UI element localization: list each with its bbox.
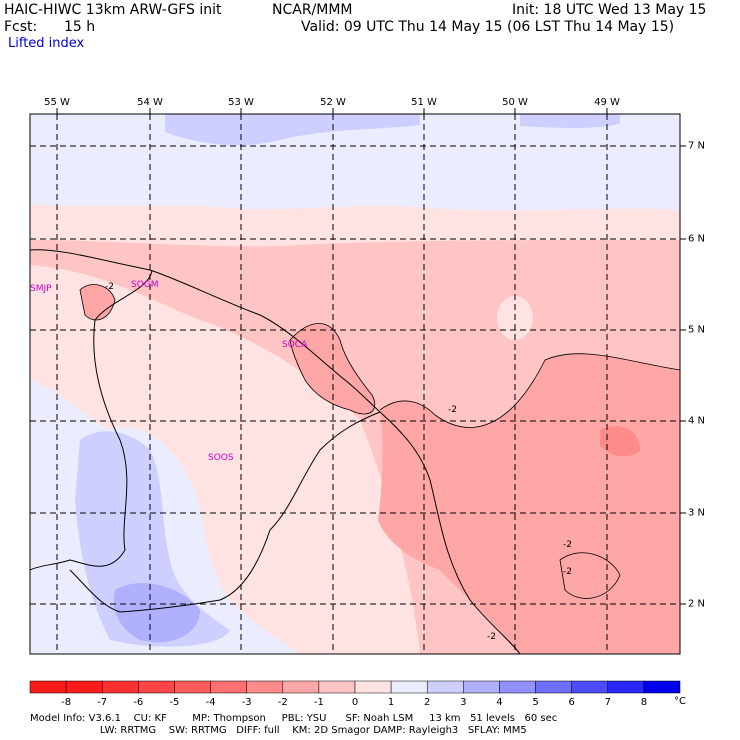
- lat-label: 5 N: [688, 324, 706, 336]
- border-west: [30, 269, 153, 571]
- lat-label: 3 N: [688, 507, 706, 519]
- colorbar-tick: 5: [532, 697, 539, 708]
- colorbar-tick: 6: [568, 697, 575, 708]
- forecast-hour: 15 h: [64, 19, 96, 35]
- colorbar-swatch: [29, 680, 67, 694]
- model-info-line1: Model Info: V3.6.1 CU: KF MP: Thompson P…: [30, 713, 558, 724]
- contour-label: -2: [563, 540, 572, 550]
- colorbar-tick: -1: [313, 697, 324, 708]
- colorbar-tick: 2: [424, 697, 431, 708]
- border-south: [69, 411, 381, 613]
- colorbar-swatch: [65, 680, 103, 694]
- contour-label: -2: [487, 632, 496, 642]
- lon-label: 50 W: [502, 97, 528, 108]
- lon-label: 51 W: [411, 97, 437, 108]
- lat-label: 6 N: [688, 233, 706, 245]
- colorbar-swatch: [607, 680, 645, 694]
- lat-label: 4 N: [688, 415, 706, 427]
- colorbar-tick: -8: [61, 697, 72, 708]
- colorbar-tick: -5: [169, 697, 180, 708]
- colorbar-swatch: [643, 680, 681, 694]
- contour-smjp: [79, 284, 116, 321]
- lon-label: 54 W: [137, 97, 163, 108]
- field-band-north-strong-east: [520, 114, 620, 128]
- colorbar-swatch: [463, 680, 500, 694]
- colorbar-tick: 7: [604, 697, 611, 708]
- station-label: SMJP: [30, 284, 52, 294]
- coastline: [30, 249, 381, 413]
- contour-label: -2: [105, 282, 114, 292]
- lat-label: 2 N: [688, 598, 706, 610]
- field-band-north-strong: [165, 114, 420, 146]
- coastline-east: [379, 411, 521, 654]
- station-label: SOGM: [131, 280, 159, 290]
- lat-ticks: [680, 145, 686, 605]
- graticule: [30, 114, 680, 654]
- colorbar-tick: 4: [496, 697, 503, 708]
- colorbar-tick: -7: [97, 697, 108, 708]
- colorbar-tick: -2: [277, 697, 288, 708]
- colorbar-swatch: [354, 680, 392, 694]
- colorbar-swatch: [499, 680, 536, 694]
- colorbar-swatch: [535, 680, 572, 694]
- field-region-blue-strong: [113, 582, 200, 643]
- org-label: NCAR/MMM: [272, 2, 353, 18]
- colorbar-tick: -3: [241, 697, 252, 708]
- lat-label: 7 N: [688, 140, 706, 152]
- colorbar-swatch: [246, 680, 284, 694]
- contour-small: [559, 552, 621, 599]
- init-time: Init: 18 UTC Wed 13 May 15: [512, 2, 707, 18]
- model-title: HAIC-HIWC 13km ARW-GFS init: [4, 2, 222, 18]
- colorbar: [29, 680, 681, 694]
- lon-label: 55 W: [44, 97, 70, 108]
- colorbar-tick: -6: [133, 697, 144, 708]
- field-region-coast: [290, 323, 375, 415]
- colorbar-swatch: [571, 680, 609, 694]
- colorbar-tick: -4: [205, 697, 216, 708]
- colorbar-swatch: [210, 680, 247, 694]
- contour-label: -2: [448, 405, 457, 415]
- model-info-line2: LW: RRTMG SW: RRTMG DIFF: full KM: 2D Sm…: [30, 725, 527, 736]
- colorbar-swatch: [282, 680, 320, 694]
- lon-label: 49 W: [594, 97, 620, 108]
- lon-label: 52 W: [320, 97, 346, 108]
- field-region-blue-mid: [75, 431, 230, 647]
- map-frame: [29, 113, 681, 655]
- lon-ticks: [56, 108, 608, 114]
- colorbar-swatch: [174, 680, 211, 694]
- colorbar-tick: 8: [640, 697, 648, 708]
- station-label: SOOS: [208, 453, 234, 463]
- field-blob-smjp: [80, 284, 115, 320]
- colorbar-swatch: [318, 680, 356, 694]
- contour-label: -2: [563, 567, 572, 577]
- lon-label: 53 W: [228, 97, 254, 108]
- colorbar-tick: 3: [460, 697, 467, 708]
- contour-coast: [289, 323, 376, 415]
- station-label: SOCA: [282, 340, 308, 350]
- colorbar-swatch: [138, 680, 175, 694]
- field-name: Lifted index: [8, 36, 85, 51]
- colorbar-swatch: [390, 680, 428, 694]
- colorbar-swatch: [101, 680, 139, 694]
- valid-time: Valid: 09 UTC Thu 14 May 15 (06 LST Thu …: [301, 19, 675, 35]
- field-blob-strong: [600, 426, 640, 457]
- colorbar-tick: 0: [351, 697, 359, 708]
- colorbar-tick: 1: [387, 697, 395, 708]
- colorbar-unit: °C: [674, 696, 686, 707]
- forecast-label: Fcst:: [4, 19, 38, 35]
- colorbar-swatch: [426, 680, 464, 694]
